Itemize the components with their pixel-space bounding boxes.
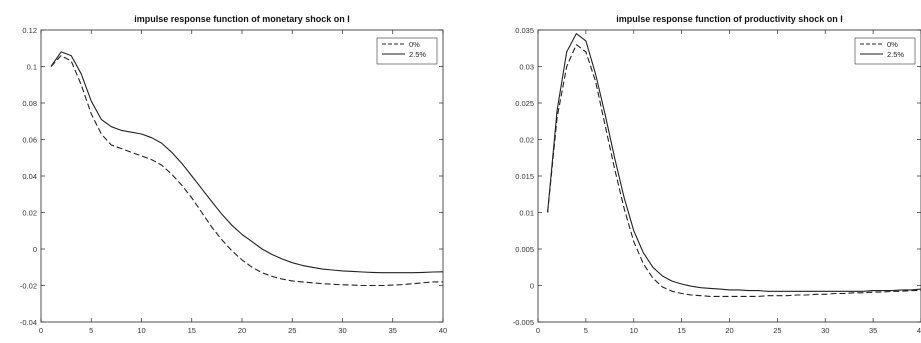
y-tick-label: 0.025 <box>515 99 534 108</box>
x-tick-label: 35 <box>869 326 877 335</box>
chart-title: impulse response function of productivit… <box>616 14 843 24</box>
y-tick-label: 0.08 <box>22 99 37 108</box>
x-tick-label: 0 <box>536 326 540 335</box>
y-tick-label: 0.02 <box>519 136 534 145</box>
x-tick-label: 20 <box>238 326 246 335</box>
plot-frame <box>537 29 921 323</box>
legend-label: 0% <box>409 40 420 49</box>
legend-label: 2.5% <box>887 50 904 59</box>
x-tick-label: 25 <box>288 326 296 335</box>
x-tick-label: 0 <box>39 326 43 335</box>
y-tick-label: 0.005 <box>515 245 534 254</box>
series-line-solid <box>50 51 444 274</box>
y-tick-label: -0.005 <box>513 318 534 327</box>
x-tick-label: 5 <box>89 326 93 335</box>
y-tick-label: 0 <box>530 282 534 291</box>
x-tick-label: 25 <box>773 326 781 335</box>
y-tick-label: -0.04 <box>20 318 37 327</box>
x-tick-label: 35 <box>389 326 397 335</box>
chart-productivity-shock: impulse response function of productivit… <box>513 14 921 335</box>
x-tick-label: 20 <box>725 326 733 335</box>
legend-label: 0% <box>887 40 898 49</box>
y-tick-label: 0.04 <box>22 172 37 181</box>
legend-box <box>854 37 916 65</box>
legend: 0%2.5% <box>854 37 916 65</box>
x-tick-label: 15 <box>677 326 685 335</box>
x-tick-label: 40 <box>439 326 447 335</box>
legend: 0%2.5% <box>376 37 438 65</box>
chart-title: impulse response function of monetary sh… <box>134 14 350 24</box>
y-tick-label: 0.035 <box>515 26 534 35</box>
y-tick-label: 0.1 <box>27 63 37 72</box>
y-tick-label: -0.02 <box>20 282 37 291</box>
y-tick-label: 0.12 <box>22 26 37 35</box>
series-line-dashed <box>547 44 921 297</box>
x-tick-label: 30 <box>821 326 829 335</box>
y-tick-label: 0.01 <box>519 209 534 218</box>
x-tick-label: 5 <box>584 326 588 335</box>
series-line-solid <box>547 33 921 292</box>
y-tick-label: 0.015 <box>515 172 534 181</box>
x-tick-label: 40 <box>917 326 921 335</box>
plot-frame <box>40 29 444 323</box>
y-tick-label: 0.06 <box>22 136 37 145</box>
legend-box <box>376 37 438 65</box>
x-tick-label: 10 <box>630 326 638 335</box>
y-tick-label: 0 <box>33 245 37 254</box>
y-tick-label: 0.03 <box>519 63 534 72</box>
chart-monetary-shock: impulse response function of monetary sh… <box>20 14 447 335</box>
x-tick-label: 10 <box>137 326 145 335</box>
x-tick-label: 15 <box>188 326 196 335</box>
legend-label: 2.5% <box>409 50 426 59</box>
x-tick-label: 30 <box>338 326 346 335</box>
y-tick-label: 0.02 <box>22 209 37 218</box>
